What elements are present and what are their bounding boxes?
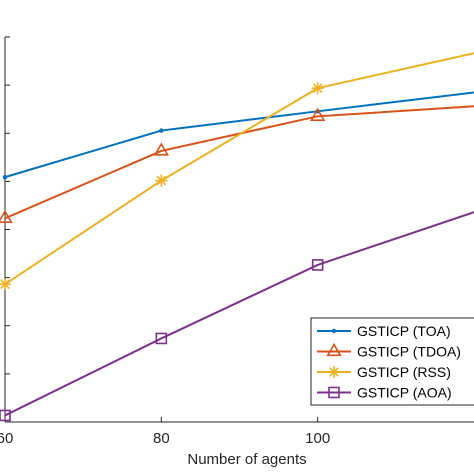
legend-item: GSTICP (TOA) bbox=[317, 323, 451, 339]
series-point bbox=[0, 209, 13, 223]
legend-label: GSTICP (TOA) bbox=[357, 323, 451, 339]
legend-item: GSTICP (AOA) bbox=[317, 385, 452, 401]
series-point bbox=[311, 259, 324, 271]
series-3 bbox=[0, 211, 474, 422]
series-1 bbox=[0, 105, 474, 223]
x-axis-label: Number of agents bbox=[187, 451, 306, 468]
x-tick-label: 100 bbox=[305, 430, 330, 447]
series-line bbox=[4, 91, 474, 179]
series-point bbox=[309, 107, 326, 121]
x-tick-label: 80 bbox=[153, 430, 170, 447]
series-point bbox=[328, 366, 340, 378]
series-layer bbox=[0, 52, 474, 422]
series-point bbox=[155, 174, 168, 187]
series-point bbox=[2, 174, 8, 180]
series-line bbox=[4, 105, 474, 220]
legend-item: GSTICP (RSS) bbox=[317, 364, 451, 380]
legend-box bbox=[310, 317, 474, 406]
legend-item: GSTICP (TDOA) bbox=[317, 342, 461, 360]
x-tick-label: 60 bbox=[0, 430, 13, 447]
legend-label: GSTICP (TDOA) bbox=[357, 344, 461, 360]
series-point bbox=[328, 386, 340, 399]
series-point bbox=[155, 332, 168, 345]
series-point bbox=[159, 128, 164, 133]
axes: 60 80 100 bbox=[0, 36, 474, 447]
legend-label: GSTICP (AOA) bbox=[357, 385, 452, 401]
series-line bbox=[4, 52, 474, 286]
series-point bbox=[326, 342, 342, 357]
series-line bbox=[4, 211, 474, 417]
series-point bbox=[0, 278, 11, 291]
legend-label: GSTICP (RSS) bbox=[357, 364, 451, 380]
legend: GSTICP (TOA) GSTICP (TDOA) GSTICP (RSS) GST… bbox=[310, 317, 474, 406]
series-point bbox=[311, 82, 324, 95]
series-point bbox=[0, 409, 11, 422]
series-point bbox=[153, 142, 170, 156]
series-point bbox=[331, 328, 337, 334]
series-2 bbox=[0, 52, 474, 291]
